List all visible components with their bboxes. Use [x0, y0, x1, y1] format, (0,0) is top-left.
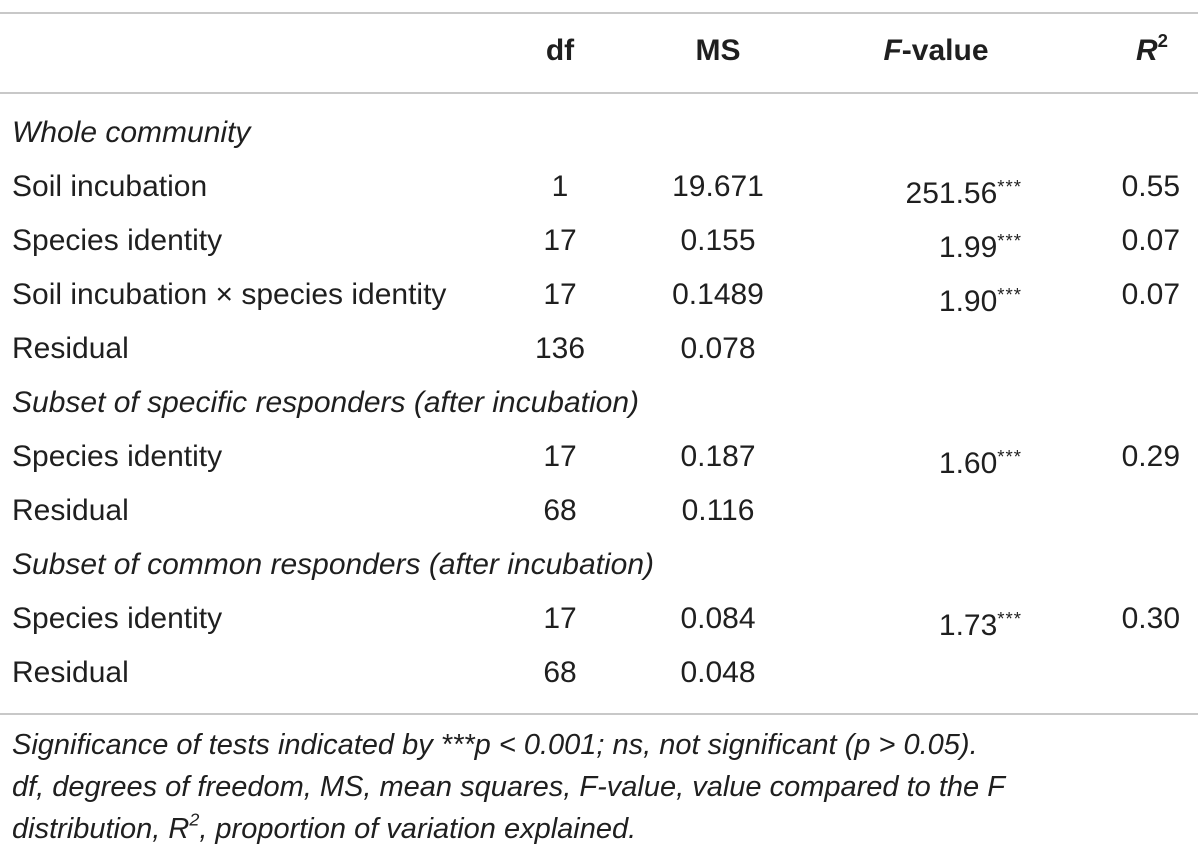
ms-cell: 19.671: [672, 170, 764, 203]
table-header-row: df MS F-value R2: [0, 24, 1200, 78]
f-value: 1.90: [938, 285, 998, 319]
f-value: 1.60: [938, 447, 998, 481]
section-label: Whole community: [12, 116, 251, 149]
f-value-cell: 1.99***: [818, 214, 1022, 275]
f-value: 1.99: [938, 231, 998, 265]
significance-stars: ***: [997, 284, 1022, 305]
ms-cell: 0.1489: [672, 278, 764, 311]
f-value: 1.73: [938, 609, 998, 643]
table-top-rule: [0, 12, 1198, 14]
section-row: Subset of common responders (after incub…: [0, 538, 1200, 592]
r2-cell: 0.30: [1121, 602, 1180, 635]
section-row: Whole community: [0, 106, 1200, 160]
ms-cell: 0.187: [680, 440, 756, 473]
f-value: 251.56: [905, 177, 998, 211]
row-label: Soil incubation × species identity: [12, 278, 447, 311]
header-ms: MS: [695, 34, 741, 67]
df-cell: 17: [543, 278, 577, 311]
header-r2: R2: [1068, 24, 1168, 78]
footnote-line-3-pre: distribution, R: [12, 813, 190, 845]
r2-cell: 0.07: [1121, 224, 1180, 257]
df-cell: 1: [551, 170, 569, 203]
df-cell: 68: [543, 656, 577, 689]
row-label: Residual: [12, 332, 129, 365]
significance-stars: ***: [997, 446, 1022, 467]
table-bottom-rule: [0, 713, 1198, 715]
row-label: Residual: [12, 494, 129, 527]
df-cell: 17: [543, 440, 577, 473]
header-f-italic: F: [883, 34, 902, 67]
header-r2-base: R: [1135, 34, 1158, 67]
df-cell: 136: [534, 332, 586, 365]
header-df: df: [545, 34, 575, 67]
df-cell: 17: [543, 224, 577, 257]
section-label: Subset of specific responders (after inc…: [12, 386, 639, 419]
ms-cell: 0.116: [681, 494, 755, 527]
table-footnote: Significance of tests indicated by ***p …: [12, 724, 1182, 850]
ms-cell: 0.078: [680, 332, 756, 365]
footnote-line-3: distribution, R2, proportion of variatio…: [12, 808, 1182, 850]
f-value-cell: 251.56***: [818, 160, 1022, 221]
header-f-rest: -value: [901, 34, 989, 67]
significance-stars: ***: [997, 176, 1022, 197]
ms-cell: 0.084: [680, 602, 756, 635]
footnote-line-2: df, degrees of freedom, MS, mean squares…: [12, 771, 1005, 803]
df-cell: 17: [543, 602, 577, 635]
r2-cell: 0.07: [1121, 278, 1180, 311]
row-label: Species identity: [12, 440, 223, 473]
table-row: Residual 136 0.078: [0, 322, 1200, 376]
significance-stars: ***: [997, 608, 1022, 629]
significance-stars: ***: [997, 230, 1022, 251]
table-row: Species identity 17 0.155 1.99*** 0.07: [0, 214, 1200, 268]
section-label: Subset of common responders (after incub…: [12, 548, 654, 581]
header-r2-sup: 2: [1157, 29, 1168, 51]
table-row: Soil incubation × species identity 17 0.14…: [0, 268, 1200, 322]
r2-cell: 0.29: [1121, 440, 1180, 473]
header-f-value: F-value: [826, 24, 1046, 78]
r2-cell: 0.55: [1121, 170, 1180, 203]
footnote-line-3-post: , proportion of variation explained.: [199, 813, 637, 845]
df-cell: 68: [543, 494, 577, 527]
f-value-cell: 1.90***: [818, 268, 1022, 329]
f-value-cell: 1.73***: [818, 592, 1022, 653]
table-row: Species identity 17 0.187 1.60*** 0.29: [0, 430, 1200, 484]
ms-cell: 0.048: [680, 656, 756, 689]
footnote-line-3-sup: 2: [189, 809, 200, 830]
row-label: Soil incubation: [12, 170, 208, 203]
row-label: Species identity: [12, 602, 223, 635]
row-label: Species identity: [12, 224, 223, 257]
table-row: Species identity 17 0.084 1.73*** 0.30: [0, 592, 1200, 646]
table-row: Soil incubation 1 19.671 251.56*** 0.55: [0, 160, 1200, 214]
row-label: Residual: [12, 656, 129, 689]
footnote-line-1: Significance of tests indicated by ***p …: [12, 729, 978, 761]
ms-cell: 0.155: [680, 224, 756, 257]
f-value-cell: 1.60***: [818, 430, 1022, 491]
table-row: Residual 68 0.116: [0, 484, 1200, 538]
section-row: Subset of specific responders (after inc…: [0, 376, 1200, 430]
table-row: Residual 68 0.048: [0, 646, 1200, 700]
table-header-rule: [0, 92, 1198, 94]
